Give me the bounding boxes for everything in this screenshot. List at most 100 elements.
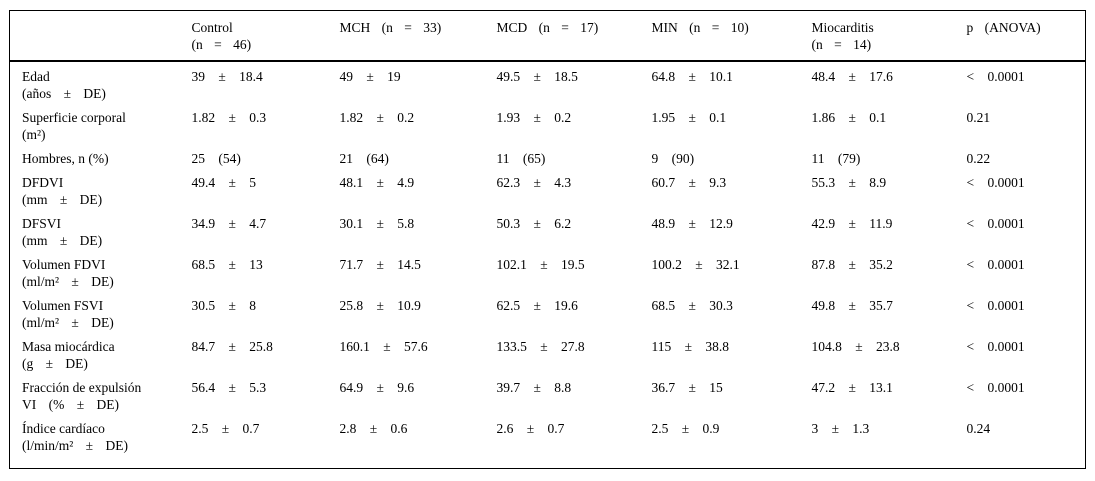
data-cell: 64.8 ± 10.1 [651,69,733,84]
row-label: Fracción de expulsión VI (% ± DE) [10,376,192,417]
row-label-main: Índice cardíaco [22,421,105,436]
data-cell: 48.9 ± 12.9 [651,216,733,231]
statistics-table: Control (n = 46) MCH (n = 33) MCD (n = 1… [9,10,1086,469]
row-label: DFDVI (mm ± DE) [10,171,192,212]
p-value-cell: < 0.0001 [966,339,1025,354]
p-value-cell: < 0.0001 [966,257,1025,272]
row-label-units: (mm ± DE) [22,192,103,207]
data-cell: 11 (79) [811,151,861,166]
table-row-volumen-fdvi: Volumen FDVI (ml/m² ± DE) 68.5 ± 13 71.7… [10,253,1086,294]
column-header-empty [9,10,192,62]
table-row-dfsvi: DFSVI (mm ± DE) 34.9 ± 4.7 30.1 ± 5.8 50… [10,212,1086,253]
row-label-main: Superficie corporal [22,110,126,125]
row-label-units: (l/min/m² ± DE) [22,438,128,453]
row-label-main: Volumen FSVI [22,298,104,313]
data-cell: 39.7 ± 8.8 [496,380,572,395]
table-row-masa-miocardica: Masa miocárdica (g ± DE) 84.7 ± 25.8 160… [10,335,1086,376]
p-value-cell: < 0.0001 [966,216,1025,231]
data-cell: 49.4 ± 5 [191,175,257,190]
column-header-line: Control [191,20,233,35]
p-value-cell: 0.21 [966,110,991,125]
row-label-main: Fracción de expulsión [22,380,142,395]
data-cell: 71.7 ± 14.5 [339,257,421,272]
column-header-p-anova: p (ANOVA) [966,10,1086,62]
data-cell: 1.82 ± 0.3 [191,110,267,125]
data-cell: 30.5 ± 8 [191,298,257,313]
row-label-main: DFDVI [22,175,64,190]
data-cell: 3 ± 1.3 [811,421,870,436]
column-header-min: MIN (n = 10) [651,10,812,62]
row-label: Volumen FSVI (ml/m² ± DE) [10,294,192,335]
column-header-line: MIN (n = 10) [651,20,749,35]
data-cell: 2.5 ± 0.7 [191,421,260,436]
column-header-line: p (ANOVA) [966,20,1041,35]
data-cell: 68.5 ± 30.3 [651,298,733,313]
data-cell: 39 ± 18.4 [191,69,263,84]
data-cell: 62.3 ± 4.3 [496,175,572,190]
column-header-control: Control (n = 46) [191,10,340,62]
data-cell: 133.5 ± 27.8 [496,339,585,354]
data-cell: 62.5 ± 19.6 [496,298,578,313]
data-cell: 25.8 ± 10.9 [339,298,421,313]
data-cell: 21 (64) [339,151,389,166]
data-cell: 47.2 ± 13.1 [811,380,893,395]
data-cell: 49.8 ± 35.7 [811,298,893,313]
data-cell: 34.9 ± 4.7 [191,216,267,231]
data-cell: 84.7 ± 25.8 [191,339,273,354]
column-header-mcd: MCD (n = 17) [496,10,652,62]
p-value-cell: < 0.0001 [966,69,1025,84]
row-label: Masa miocárdica (g ± DE) [10,335,192,376]
data-cell: 100.2 ± 32.1 [651,257,740,272]
data-cell: 160.1 ± 57.6 [339,339,428,354]
column-header-line: Miocarditis [811,20,874,35]
table-row-hombres: Hombres, n (%) 25 (54) 21 (64) 11 (65) 9… [10,147,1086,171]
row-label-main: Masa miocárdica [22,339,115,354]
data-cell: 48.4 ± 17.6 [811,69,893,84]
data-cell: 115 ± 38.8 [651,339,730,354]
row-label: Volumen FDVI (ml/m² ± DE) [10,253,192,294]
column-header-line: MCH (n = 33) [339,20,442,35]
row-label-units: (g ± DE) [22,356,88,371]
table-row-fraccion-expulsion: Fracción de expulsión VI (% ± DE) 56.4 ±… [10,376,1086,417]
data-cell: 11 (65) [496,151,546,166]
row-label-units: (ml/m² ± DE) [22,274,114,289]
p-value-cell: < 0.0001 [966,298,1025,313]
column-header-mch: MCH (n = 33) [339,10,497,62]
row-label: Hombres, n (%) [10,147,192,171]
table-row-volumen-fsvi: Volumen FSVI (ml/m² ± DE) 30.5 ± 8 25.8 … [10,294,1086,335]
table-row-dfdvi: DFDVI (mm ± DE) 49.4 ± 5 48.1 ± 4.9 62.3… [10,171,1086,212]
data-cell: 42.9 ± 11.9 [811,216,893,231]
row-label-units: (años ± DE) [22,86,106,101]
row-label-main: Volumen FDVI [22,257,106,272]
data-cell: 1.93 ± 0.2 [496,110,572,125]
data-cell: 2.8 ± 0.6 [339,421,408,436]
column-header-miocarditis: Miocarditis (n = 14) [811,10,967,62]
data-cell: 48.1 ± 4.9 [339,175,415,190]
row-label-main: DFSVI [22,216,62,231]
data-cell: 36.7 ± 15 [651,380,723,395]
data-cell: 25 (54) [191,151,241,166]
data-cell: 1.86 ± 0.1 [811,110,887,125]
row-label: Índice cardíaco (l/min/m² ± DE) [10,417,192,469]
data-cell: 2.5 ± 0.9 [651,421,720,436]
data-cell: 104.8 ± 23.8 [811,339,900,354]
p-value-cell: < 0.0001 [966,175,1025,190]
row-label-units: (mm ± DE) [22,233,103,248]
row-label-units: (m²) [22,127,46,142]
row-label-main: Hombres, n (%) [22,151,109,166]
header-row: Control (n = 46) MCH (n = 33) MCD (n = 1… [9,10,1086,62]
row-label-main: Edad [22,69,50,84]
data-cell: 49 ± 19 [339,69,401,84]
row-label-units: (ml/m² ± DE) [22,315,114,330]
data-cell: 102.1 ± 19.5 [496,257,585,272]
p-value-cell: 0.22 [966,151,991,166]
data-cell: 60.7 ± 9.3 [651,175,727,190]
data-cell: 30.1 ± 5.8 [339,216,415,231]
data-cell: 56.4 ± 5.3 [191,380,267,395]
table-row-superficie-corporal: Superficie corporal (m²) 1.82 ± 0.3 1.82… [10,106,1086,147]
data-cell: 49.5 ± 18.5 [496,69,578,84]
row-label: Edad (años ± DE) [10,61,192,106]
table-row-edad: Edad (años ± DE) 39 ± 18.4 49 ± 19 49.5 … [10,61,1086,106]
p-value-cell: < 0.0001 [966,380,1025,395]
